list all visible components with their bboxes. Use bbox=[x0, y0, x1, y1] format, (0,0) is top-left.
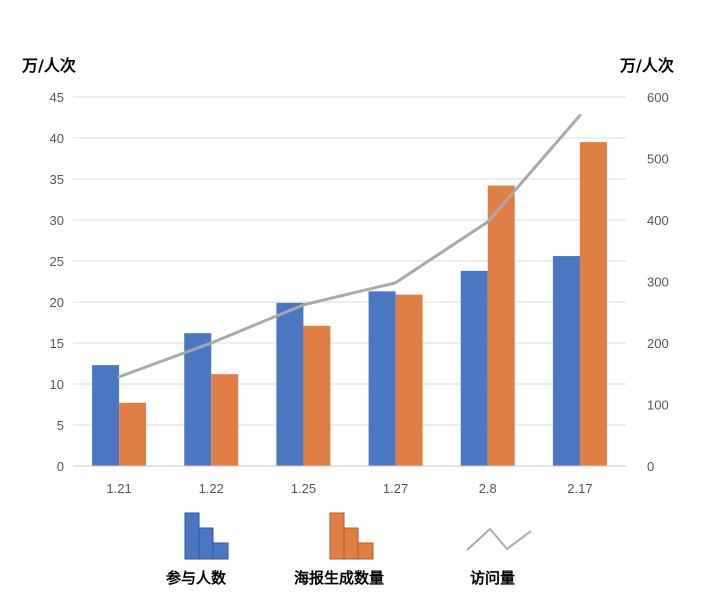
bar bbox=[579, 142, 607, 466]
axes: 0 5 10 15 20 25 30 35 40 45 0 100 200 300 400 500 600 1.2… bbox=[50, 90, 669, 496]
left-axis-label: 万/人次 bbox=[21, 56, 76, 75]
bar bbox=[303, 325, 331, 466]
left-tick-label: 20 bbox=[50, 295, 64, 310]
bar bbox=[395, 294, 423, 466]
legend-swatch bbox=[184, 512, 200, 560]
line-series bbox=[117, 113, 582, 379]
right-tick-label: 200 bbox=[647, 336, 669, 351]
left-tick-label: 40 bbox=[50, 131, 64, 146]
bar bbox=[211, 374, 239, 466]
left-tick-label: 15 bbox=[50, 336, 64, 351]
bar bbox=[92, 365, 120, 466]
right-tick-label: 600 bbox=[647, 90, 669, 105]
legend-swatch bbox=[329, 512, 345, 560]
bar bbox=[552, 256, 580, 466]
bar-series bbox=[92, 142, 607, 466]
legend-swatch bbox=[466, 527, 532, 551]
legend-swatch bbox=[198, 527, 214, 560]
bar bbox=[487, 185, 515, 466]
left-tick-label: 35 bbox=[50, 172, 64, 187]
left-tick-label: 25 bbox=[50, 254, 64, 269]
right-tick-label: 500 bbox=[647, 152, 669, 167]
legend-swatch bbox=[212, 542, 229, 560]
left-tick-label: 5 bbox=[57, 418, 64, 433]
left-tick-label: 0 bbox=[57, 459, 64, 474]
x-tick-label: 1.27 bbox=[383, 481, 408, 496]
left-tick-label: 45 bbox=[50, 90, 64, 105]
x-tick-label: 1.25 bbox=[291, 481, 316, 496]
bar bbox=[368, 291, 396, 466]
bar bbox=[460, 270, 488, 466]
right-tick-label: 400 bbox=[647, 213, 669, 228]
legend-label: 参与人数 bbox=[166, 569, 227, 587]
right-tick-label: 300 bbox=[647, 275, 669, 290]
left-tick-label: 30 bbox=[50, 213, 64, 228]
gridlines bbox=[73, 96, 626, 467]
bar bbox=[276, 302, 304, 466]
x-tick-label: 2.8 bbox=[479, 481, 497, 496]
x-tick-label: 1.21 bbox=[106, 481, 131, 496]
right-tick-label: 0 bbox=[647, 459, 654, 474]
legend-label: 访问量 bbox=[470, 569, 515, 587]
legend-label: 海报生成数量 bbox=[294, 569, 384, 587]
legend-swatch bbox=[343, 527, 359, 560]
bar bbox=[119, 402, 147, 466]
legend-swatch bbox=[357, 542, 374, 560]
x-tick-label: 2.17 bbox=[567, 481, 592, 496]
right-axis-label: 万/人次 bbox=[619, 56, 674, 75]
bar bbox=[184, 333, 212, 466]
right-tick-label: 100 bbox=[647, 398, 669, 413]
series-line bbox=[117, 113, 582, 379]
left-tick-label: 10 bbox=[50, 377, 64, 392]
x-tick-label: 1.22 bbox=[199, 481, 224, 496]
legend: 参与人数 海报生成数量 访问量 bbox=[166, 512, 532, 587]
